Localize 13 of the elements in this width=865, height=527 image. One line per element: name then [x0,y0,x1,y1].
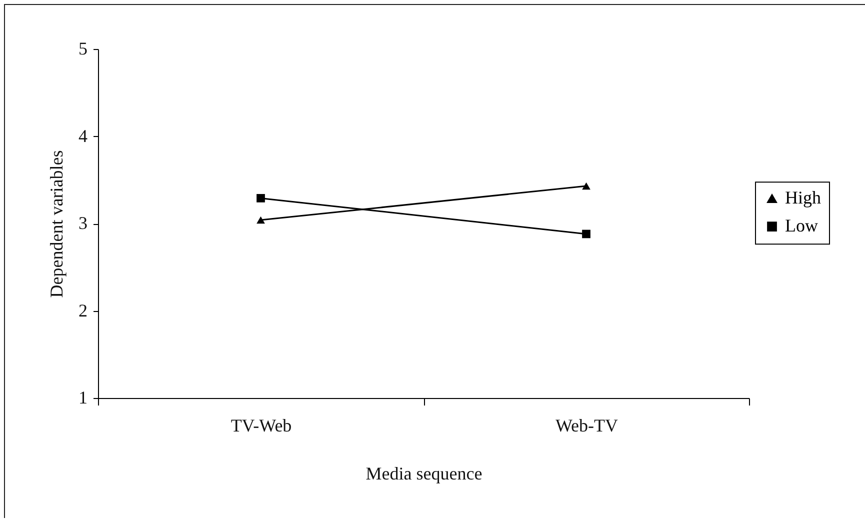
x-axis-title: Media sequence [366,464,482,484]
y-tick-label: 3 [78,213,88,233]
y-tick-label: 5 [78,38,88,58]
x-tick-label: Web-TV [555,416,618,436]
y-tick-label: 1 [78,388,88,408]
y-tick-label: 4 [78,126,88,146]
x-tick-label: TV-Web [230,416,292,436]
y-axis-title: Dependent variables [46,150,66,298]
y-tick-label: 2 [78,300,88,320]
legend-label: High [785,188,821,208]
point [582,230,590,238]
point [256,194,265,202]
legend-label: Low [785,216,818,236]
